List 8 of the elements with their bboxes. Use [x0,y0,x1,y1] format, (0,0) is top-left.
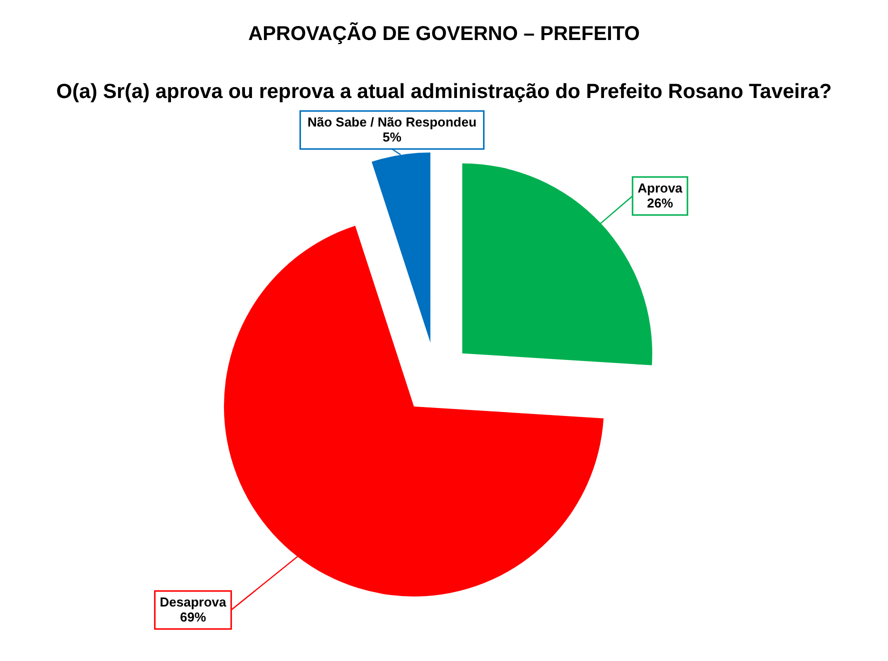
chart-title: APROVAÇÃO DE GOVERNO – PREFEITO [248,22,640,45]
chart-subtitle: O(a) Sr(a) aprova ou reprova a atual administração do Prefeito Rosano Taveira? [56,80,832,103]
slice-label: Não Sabe / Não Respondeu [307,114,477,130]
slice-label: Desaprova [160,594,228,610]
data-label: 26% [646,196,674,210]
data-label: 5% [382,130,402,144]
slice-label: Aprova [638,180,684,196]
data-label: 69% [180,610,206,624]
